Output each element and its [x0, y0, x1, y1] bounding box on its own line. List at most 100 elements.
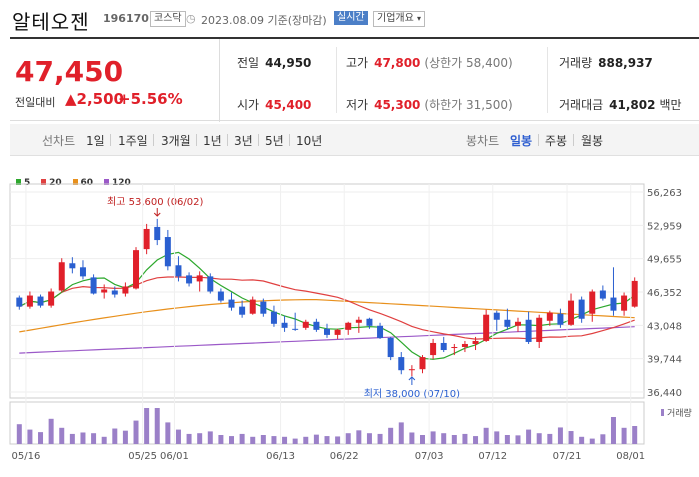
candle [546, 312, 553, 321]
volume-bar [462, 433, 468, 444]
tab-daily[interactable]: 일봉 [510, 134, 533, 148]
volume-bar [59, 427, 65, 444]
candle [514, 321, 521, 326]
legend-ma60: 60 [72, 178, 93, 188]
volume-bar [271, 436, 277, 444]
candle [164, 237, 171, 267]
volume-bar [526, 429, 532, 444]
volume-bar [154, 408, 160, 444]
volume-bar [345, 433, 351, 444]
volume-bar [536, 433, 542, 444]
amount-label: 거래대금 [559, 98, 604, 112]
volume-bar [335, 436, 341, 444]
volume-bar [207, 431, 213, 444]
y-tick-label: 43,048 [647, 321, 682, 332]
volume-bar [366, 433, 372, 444]
x-tick-label: 06/01 [160, 451, 189, 462]
volume-bar [239, 433, 245, 444]
candle [568, 300, 575, 325]
volume-bar [229, 436, 235, 444]
candle [154, 226, 161, 241]
realtime-button[interactable]: 실시간 [334, 11, 368, 25]
volume-bar [547, 433, 553, 444]
candle [419, 357, 426, 370]
tab-10y[interactable]: 10년 [296, 134, 323, 148]
y-tick-label: 36,440 [647, 388, 682, 399]
tab-separator [196, 134, 197, 146]
candle [366, 318, 373, 326]
chart-tabs: 선차트 1일 1주일 3개월 1년 3년 5년 10년 봉차트 일봉 주봉 월봉 [10, 124, 699, 156]
volume-bar [48, 418, 54, 444]
volume-cell: 거래량 888,937 [559, 54, 653, 71]
volume-bar [324, 436, 330, 444]
candle [557, 313, 564, 325]
volume-bar [398, 422, 404, 444]
candle [313, 321, 320, 330]
tab-weekly[interactable]: 주봉 [545, 134, 568, 148]
volume-bar [377, 433, 383, 444]
amount-unit: 백만 [659, 98, 682, 112]
tab-1d[interactable]: 1일 [86, 134, 105, 148]
candle [536, 317, 543, 342]
high-label: 고가 [346, 56, 369, 70]
volume-bar [430, 431, 436, 444]
candle [461, 343, 468, 348]
volume-legend-label: 거래량 [667, 407, 692, 419]
x-tick-label: 07/03 [415, 451, 444, 462]
price-summary: 47,450 전일대비 ▲2,500 +5.56% 전일 44,950 고가 47,… [10, 37, 699, 122]
volume-bar [515, 435, 521, 444]
candle [133, 250, 140, 289]
candle [111, 290, 118, 295]
current-price-box: 47,450 전일대비 ▲2,500 +5.56% [10, 39, 220, 122]
volume-bar [144, 408, 150, 444]
candle [58, 262, 65, 291]
up-arrow-icon [408, 376, 416, 385]
volume-bar [483, 427, 489, 444]
prev-close-cell: 전일 44,950 [237, 54, 311, 71]
y-tick-label: 46,352 [647, 288, 682, 299]
y-tick-label: 49,655 [647, 255, 682, 266]
volume-bar [610, 417, 616, 444]
volume-bar [621, 427, 627, 444]
tab-5y[interactable]: 5년 [265, 134, 284, 148]
candle [260, 301, 267, 314]
volume-bar [16, 424, 22, 444]
volume-bar [27, 429, 33, 444]
x-tick-label: 06/13 [266, 451, 295, 462]
market-badge: 코스닥 [150, 11, 186, 27]
candle [69, 263, 76, 269]
volume-bar [419, 435, 425, 444]
volume-bar [282, 436, 288, 444]
tab-separator [227, 134, 228, 146]
upper-limit: (상한가 58,400) [424, 56, 513, 70]
low-label: 저가 [346, 98, 369, 112]
change-percent: +5.56% [118, 90, 183, 108]
candle [631, 280, 638, 307]
divider [336, 47, 337, 113]
divider [547, 47, 548, 113]
volume-bar [388, 427, 394, 444]
candle [621, 295, 628, 311]
tab-1y[interactable]: 1년 [203, 134, 222, 148]
stock-name: 알테오젠 [12, 10, 90, 34]
candle [345, 322, 352, 330]
prev-close-label: 전일 [237, 56, 260, 70]
volume-bar [101, 436, 107, 444]
tab-3m[interactable]: 3개월 [161, 134, 191, 148]
volume-bar [451, 435, 457, 444]
candle [589, 291, 596, 314]
ma-line-ma120 [19, 326, 635, 354]
open-cell: 시가 45,400 [237, 96, 311, 113]
amount-cell: 거래대금 41,802 백만 [559, 96, 682, 113]
candle [334, 329, 341, 335]
tab-monthly[interactable]: 월봉 [581, 134, 604, 148]
company-info-dropdown[interactable]: 기업개요 ▾ [373, 11, 426, 27]
volume-bar [589, 438, 595, 444]
candle [472, 340, 479, 344]
high-annotation: 최고 53,600 (06/02) [107, 196, 203, 208]
tab-1w[interactable]: 1주일 [118, 134, 148, 148]
tab-3y[interactable]: 3년 [234, 134, 253, 148]
candle [249, 299, 256, 314]
amount-value: 41,802 [609, 98, 656, 112]
volume-bar [303, 436, 309, 444]
